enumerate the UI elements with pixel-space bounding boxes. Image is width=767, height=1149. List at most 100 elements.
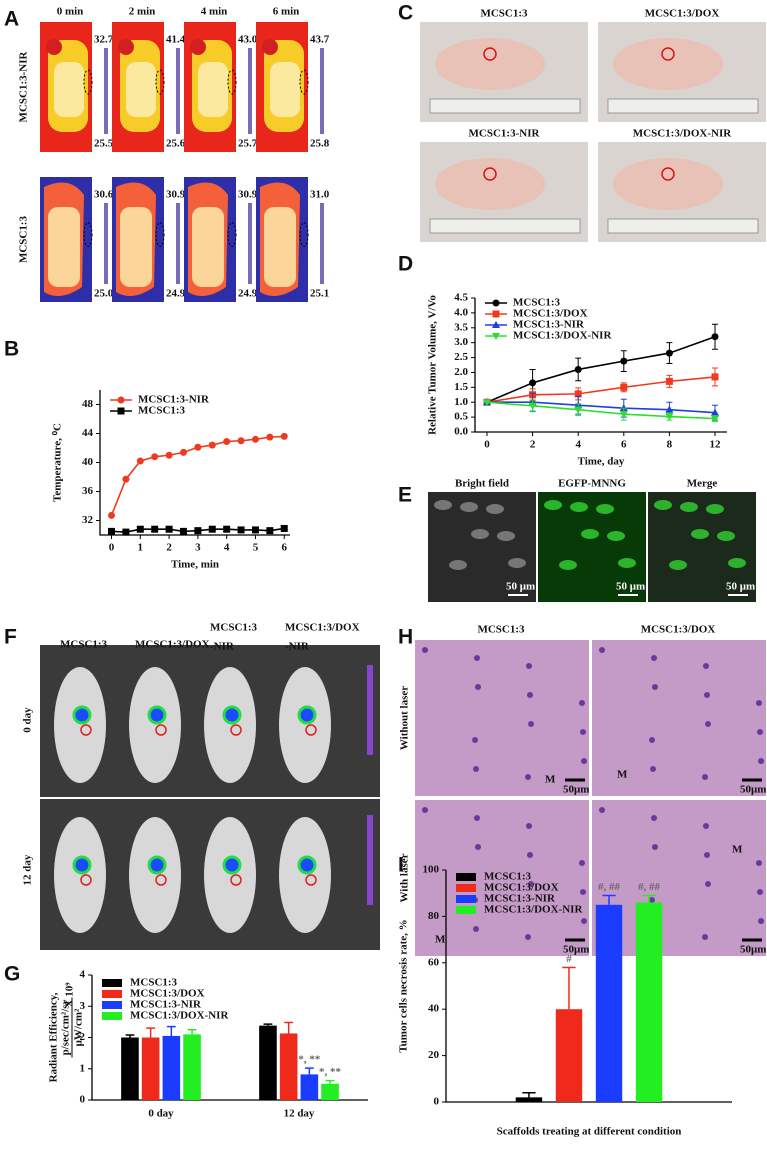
y-axis-label: p/sec/cm²/sr: [60, 999, 72, 1055]
column-label: MCSC1:3: [210, 622, 258, 634]
point: [208, 525, 216, 533]
point: [665, 413, 674, 421]
scale-max: 43.7: [310, 34, 330, 46]
nucleus: [579, 700, 585, 706]
legend-label: MCSC1:3/DOX-NIR: [513, 330, 612, 342]
photo-label: MCSC1:3-NIR: [469, 128, 541, 140]
point: [492, 333, 500, 340]
scale-min: 25.6: [166, 138, 186, 150]
point: [165, 451, 173, 459]
legend-swatch: [456, 873, 476, 881]
thermal-spot: [118, 39, 134, 55]
nucleus: [528, 721, 534, 727]
point: [711, 408, 719, 416]
panel-letter: F: [4, 626, 17, 649]
signal: [72, 705, 92, 725]
y-axis-label: X 10⁹: [64, 982, 76, 1008]
point: [266, 433, 274, 441]
scale-min: 25.0: [94, 288, 114, 300]
nucleus: [652, 844, 658, 850]
point: [620, 357, 628, 365]
legend-label: MCSC1:3: [484, 871, 532, 883]
nucleus: [422, 647, 428, 653]
y-tick-label: 4.0: [454, 306, 468, 318]
annotation: #, ##: [598, 881, 621, 893]
scale-label: 50 μm: [506, 581, 535, 593]
nucleus: [758, 758, 764, 764]
point: [108, 511, 116, 519]
tumor-mark: [155, 874, 167, 886]
x-tick-label: 0 day: [148, 1108, 174, 1120]
y-tick-label: 2.5: [454, 351, 468, 363]
time-label: 0 min: [57, 6, 84, 18]
error-bar: [642, 894, 656, 903]
error-bar: [304, 1067, 314, 1075]
nucleus: [474, 815, 480, 821]
x-tick-label: 0: [484, 439, 490, 451]
histology-image: [415, 800, 589, 956]
annotation: #: [566, 953, 572, 965]
x-tick-label: 2: [530, 439, 536, 451]
annotation: *, **: [319, 1066, 342, 1078]
mouse: [54, 817, 106, 933]
nucleus: [756, 700, 762, 706]
point: [151, 453, 159, 461]
nucleus: [527, 852, 533, 858]
x-tick-label: 12 day: [284, 1108, 315, 1120]
thermal-spot: [46, 39, 62, 55]
panel-letter: E: [398, 484, 412, 507]
scale-label: 50μm: [563, 784, 589, 796]
point: [483, 399, 491, 407]
bar: [141, 1037, 160, 1100]
nucleus: [702, 774, 708, 780]
cell: [434, 500, 452, 510]
thermal-core: [120, 207, 152, 287]
panel-letter: G: [4, 963, 20, 986]
scale-max: 30.6: [94, 189, 114, 201]
color-bar: [176, 48, 180, 134]
x-tick-label: 4: [224, 542, 230, 554]
nucleus: [581, 918, 587, 924]
y-tick-label: 3.5: [454, 321, 468, 333]
time-label: 4 min: [201, 6, 228, 18]
tumor-outline: [155, 222, 165, 247]
image-label: Bright field: [455, 478, 509, 490]
y-tick-label: 1.0: [454, 396, 468, 408]
tumor-mark: [305, 724, 317, 736]
nucleus: [758, 918, 764, 924]
nucleus: [703, 663, 709, 669]
nucleus: [473, 766, 479, 772]
scale-min: 25.8: [310, 138, 330, 150]
point: [223, 437, 231, 445]
thermal-core: [264, 207, 296, 287]
point: [574, 406, 583, 414]
y-tick-label: 3.0: [454, 336, 468, 348]
error-bar: [325, 1079, 335, 1084]
point: [492, 299, 500, 307]
bar: [300, 1074, 319, 1100]
row-label: 12 day: [22, 854, 34, 885]
point: [117, 396, 125, 404]
y-tick-label: 80: [428, 910, 440, 922]
point: [665, 377, 673, 385]
nucleus: [651, 815, 657, 821]
mouse: [129, 667, 181, 783]
signal: [222, 705, 242, 725]
cell: [717, 531, 735, 541]
cell: [607, 531, 625, 541]
image-label: EGFP-MNNG: [558, 478, 626, 490]
bar: [121, 1037, 139, 1100]
point: [179, 527, 187, 535]
point: [492, 310, 500, 318]
cell: [460, 502, 478, 512]
nucleus: [581, 758, 587, 764]
color-scale: [367, 815, 373, 905]
row-label: MCSC1:3: [18, 215, 30, 263]
cell: [508, 558, 526, 568]
y-tick-label: 2.0: [454, 366, 468, 378]
tumor-mark: [155, 724, 167, 736]
tumor-outline: [227, 69, 237, 95]
point: [711, 333, 719, 341]
nucleus: [579, 860, 585, 866]
point: [208, 441, 216, 449]
